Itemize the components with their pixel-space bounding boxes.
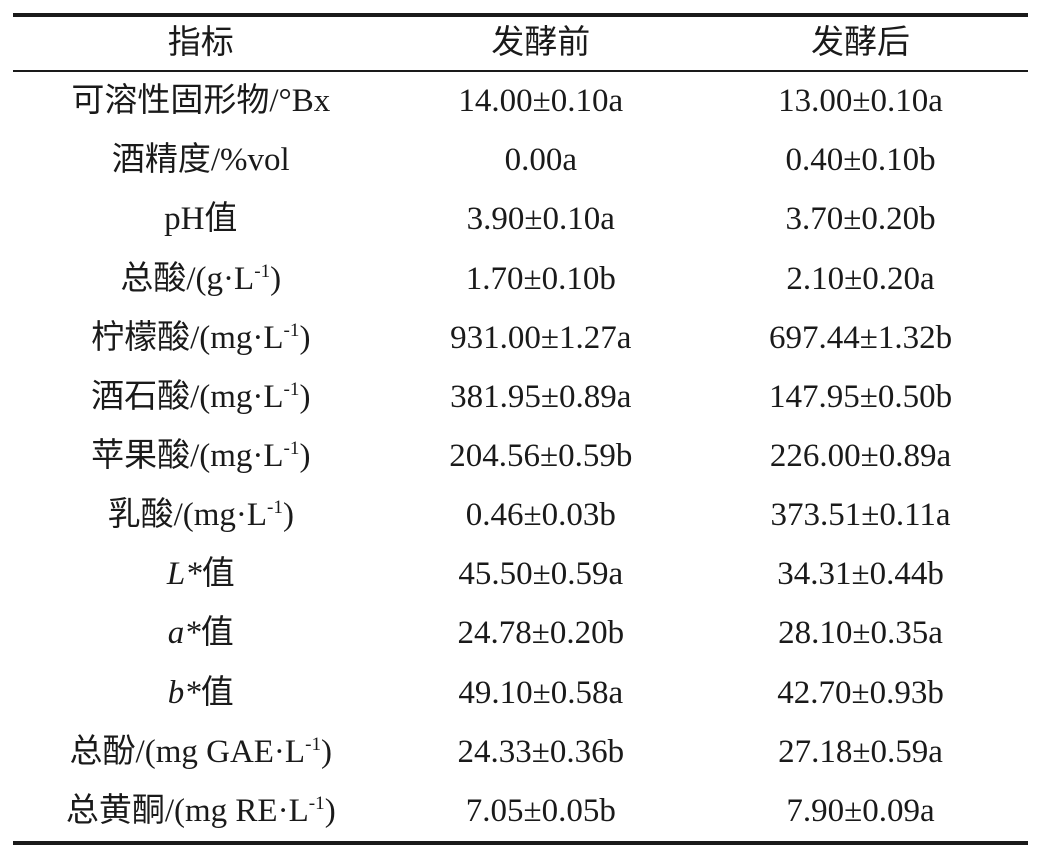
after-fermentation-value: 13.00±0.10a [778,83,943,120]
indicator-cell: b*值 [167,674,234,711]
indicator-cell: pH值 [164,201,238,238]
table-row: 乳酸/(mg·L-1) 0.46±0.03b 373.51±0.11a [13,486,1028,545]
before-fermentation-value: 0.46±0.03b [465,497,616,534]
indicator-cell: 总酸/(g·L-1) [120,260,282,297]
before-fermentation-value: 381.95±0.89a [450,378,632,415]
before-fermentation-value: 7.05±0.05b [465,792,616,829]
after-fermentation-value: 27.18±0.59a [778,733,943,770]
table-row: 酒精度/%vol 0.00a 0.40±0.10b [13,131,1028,190]
after-fermentation-value: 0.40±0.10b [785,142,936,179]
table-row: b*值 49.10±0.58a 42.70±0.93b [13,664,1028,723]
before-fermentation-value: 45.50±0.59a [458,556,624,593]
data-table: 指标 发酵前 发酵后 可溶性固形物/°Bx 14.00±0.10a 13.00±0.… [13,13,1028,845]
after-fermentation-value: 226.00±0.89a [769,438,952,475]
before-fermentation-value: 0.00a [504,142,577,179]
indicator-cell: 酒石酸/(mg·L-1) [91,378,311,415]
table-header-row: 指标 发酵前 发酵后 [13,17,1028,70]
indicator-cell: a*值 [167,615,234,652]
after-fermentation-value: 147.95±0.50b [768,378,953,415]
table-row: L*值 45.50±0.59a 34.31±0.44b [13,545,1028,604]
column-header-after-fermentation: 发酵后 [811,25,911,61]
before-fermentation-value: 49.10±0.58a [458,674,624,711]
table-row: 苹果酸/(mg·L-1) 204.56±0.59b 226.00±0.89a [13,427,1028,486]
before-fermentation-value: 931.00±1.27a [450,319,632,356]
indicator-cell: 乳酸/(mg·L-1) [107,497,294,534]
table-row: 总酚/(mg GAE·L-1) 24.33±0.36b 27.18±0.59a [13,723,1028,782]
after-fermentation-value: 7.90±0.09a [786,792,935,829]
table-row: 总黄酮/(mg RE·L-1) 7.05±0.05b 7.90±0.09a [13,782,1028,841]
indicator-cell: L*值 [166,556,235,593]
table-row: 柠檬酸/(mg·L-1) 931.00±1.27a 697.44±1.32b [13,309,1028,368]
after-fermentation-value: 3.70±0.20b [785,201,936,238]
indicator-cell: 柠檬酸/(mg·L-1) [91,319,311,356]
table-bottom-rule [13,841,1028,845]
column-header-indicator: 指标 [167,25,234,61]
after-fermentation-value: 34.31±0.44b [777,556,944,593]
after-fermentation-value: 697.44±1.32b [768,319,953,356]
indicator-cell: 苹果酸/(mg·L-1) [91,438,311,475]
after-fermentation-value: 42.70±0.93b [777,674,944,711]
before-fermentation-value: 24.78±0.20b [457,615,625,652]
after-fermentation-value: 28.10±0.35a [778,615,943,652]
table-row: pH值 3.90±0.10a 3.70±0.20b [13,190,1028,249]
table-row: 总酸/(g·L-1) 1.70±0.10b 2.10±0.20a [13,249,1028,308]
table-top-rule [13,13,1028,17]
before-fermentation-value: 204.56±0.59b [449,438,633,475]
column-header-before-fermentation: 发酵前 [491,25,591,61]
indicator-cell: 酒精度/%vol [111,142,290,179]
before-fermentation-value: 24.33±0.36b [457,733,625,770]
indicator-cell: 总黄酮/(mg RE·L-1) [65,792,336,829]
indicator-cell: 可溶性固形物/°Bx [71,83,331,120]
table-row: a*值 24.78±0.20b 28.10±0.35a [13,604,1028,663]
indicator-cell: 总酚/(mg GAE·L-1) [69,733,333,770]
before-fermentation-value: 14.00±0.10a [458,83,624,120]
header-separator-rule [13,70,1028,72]
before-fermentation-value: 1.70±0.10b [465,260,616,297]
table-body: 可溶性固形物/°Bx 14.00±0.10a 13.00±0.10a 酒精度/%vol… [13,72,1028,841]
after-fermentation-value: 373.51±0.11a [770,497,951,534]
before-fermentation-value: 3.90±0.10a [466,201,615,238]
table-row: 酒石酸/(mg·L-1) 381.95±0.89a 147.95±0.50b [13,368,1028,427]
after-fermentation-value: 2.10±0.20a [786,260,935,297]
table-row: 可溶性固形物/°Bx 14.00±0.10a 13.00±0.10a [13,72,1028,131]
